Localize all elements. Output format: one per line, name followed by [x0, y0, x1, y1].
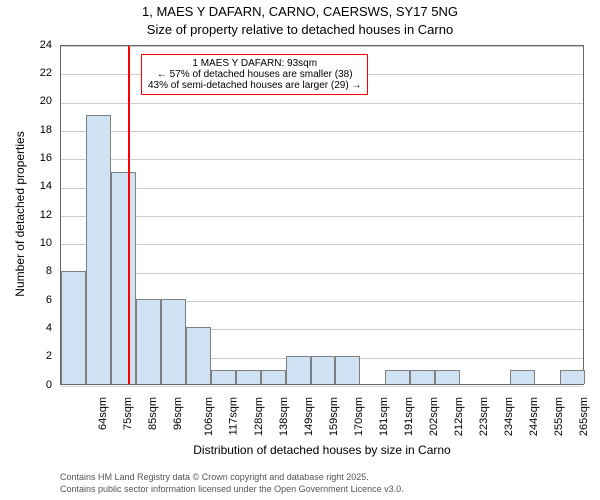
x-tick-label: 64sqm — [98, 397, 110, 430]
histogram-bar — [385, 370, 410, 384]
histogram-bar — [111, 172, 136, 385]
histogram-bar — [161, 299, 186, 384]
x-tick-label: 202sqm — [428, 397, 440, 436]
y-tick-label: 16 — [0, 152, 52, 164]
y-tick-label: 4 — [0, 322, 52, 334]
histogram-bar — [261, 370, 286, 384]
histogram-bar — [510, 370, 535, 384]
x-axis-title: Distribution of detached houses by size … — [60, 443, 584, 457]
x-tick-label: 85sqm — [147, 397, 159, 430]
histogram-bar — [136, 299, 161, 384]
y-tick-label: 14 — [0, 180, 52, 192]
footer-line-2: Contains public sector information licen… — [60, 484, 404, 494]
y-tick-label: 6 — [0, 294, 52, 306]
histogram-bar — [211, 370, 236, 384]
y-tick-label: 20 — [0, 95, 52, 107]
histogram-bar — [86, 115, 111, 384]
gridline-h — [61, 273, 583, 274]
y-tick-label: 12 — [0, 209, 52, 221]
annotation-box: 1 MAES Y DAFARN: 93sqm← 57% of detached … — [141, 54, 368, 95]
y-tick-label: 10 — [0, 237, 52, 249]
gridline-h — [61, 386, 583, 387]
x-tick-label: 149sqm — [303, 397, 315, 436]
x-tick-label: 159sqm — [328, 397, 340, 436]
y-tick-label: 24 — [0, 39, 52, 51]
histogram-bar — [335, 356, 360, 384]
histogram-bar — [560, 370, 585, 384]
chart-title-line2: Size of property relative to detached ho… — [0, 22, 600, 37]
x-tick-label: 106sqm — [203, 397, 215, 436]
gridline-h — [61, 46, 583, 47]
x-tick-label: 75sqm — [122, 397, 134, 430]
annotation-line1: 1 MAES Y DAFARN: 93sqm — [148, 58, 361, 69]
y-tick-label: 22 — [0, 67, 52, 79]
x-tick-label: 117sqm — [228, 397, 240, 435]
histogram-bar — [311, 356, 336, 384]
annotation-line2: ← 57% of detached houses are smaller (38… — [148, 69, 361, 80]
x-tick-label: 96sqm — [172, 397, 184, 430]
histogram-bar — [435, 370, 460, 384]
gridline-h — [61, 244, 583, 245]
x-tick-label: 170sqm — [353, 397, 365, 436]
chart-container: 1, MAES Y DAFARN, CARNO, CAERSWS, SY17 5… — [0, 0, 600, 500]
x-tick-label: 265sqm — [578, 397, 590, 436]
x-tick-label: 255sqm — [553, 397, 565, 436]
footer-line-1: Contains HM Land Registry data © Crown c… — [60, 472, 369, 482]
annotation-line3: 43% of semi-detached houses are larger (… — [148, 80, 361, 91]
chart-title-line1: 1, MAES Y DAFARN, CARNO, CAERSWS, SY17 5… — [0, 4, 600, 19]
histogram-bar — [286, 356, 311, 384]
x-tick-label: 244sqm — [528, 397, 540, 436]
reference-line — [128, 46, 130, 384]
histogram-bar — [61, 271, 86, 384]
x-tick-label: 128sqm — [253, 397, 265, 436]
x-tick-label: 212sqm — [453, 397, 465, 436]
x-tick-label: 223sqm — [478, 397, 490, 436]
x-tick-label: 191sqm — [403, 397, 415, 436]
y-tick-label: 18 — [0, 124, 52, 136]
gridline-h — [61, 103, 583, 104]
histogram-bar — [236, 370, 261, 384]
y-tick-label: 2 — [0, 350, 52, 362]
y-tick-label: 8 — [0, 265, 52, 277]
histogram-bar — [186, 327, 211, 384]
x-tick-label: 234sqm — [503, 397, 515, 436]
gridline-h — [61, 216, 583, 217]
x-tick-label: 181sqm — [378, 397, 390, 436]
gridline-h — [61, 159, 583, 160]
plot-area: 1 MAES Y DAFARN: 93sqm← 57% of detached … — [60, 45, 584, 385]
gridline-h — [61, 131, 583, 132]
y-tick-label: 0 — [0, 379, 52, 391]
x-tick-label: 138sqm — [278, 397, 290, 436]
gridline-h — [61, 188, 583, 189]
histogram-bar — [410, 370, 435, 384]
